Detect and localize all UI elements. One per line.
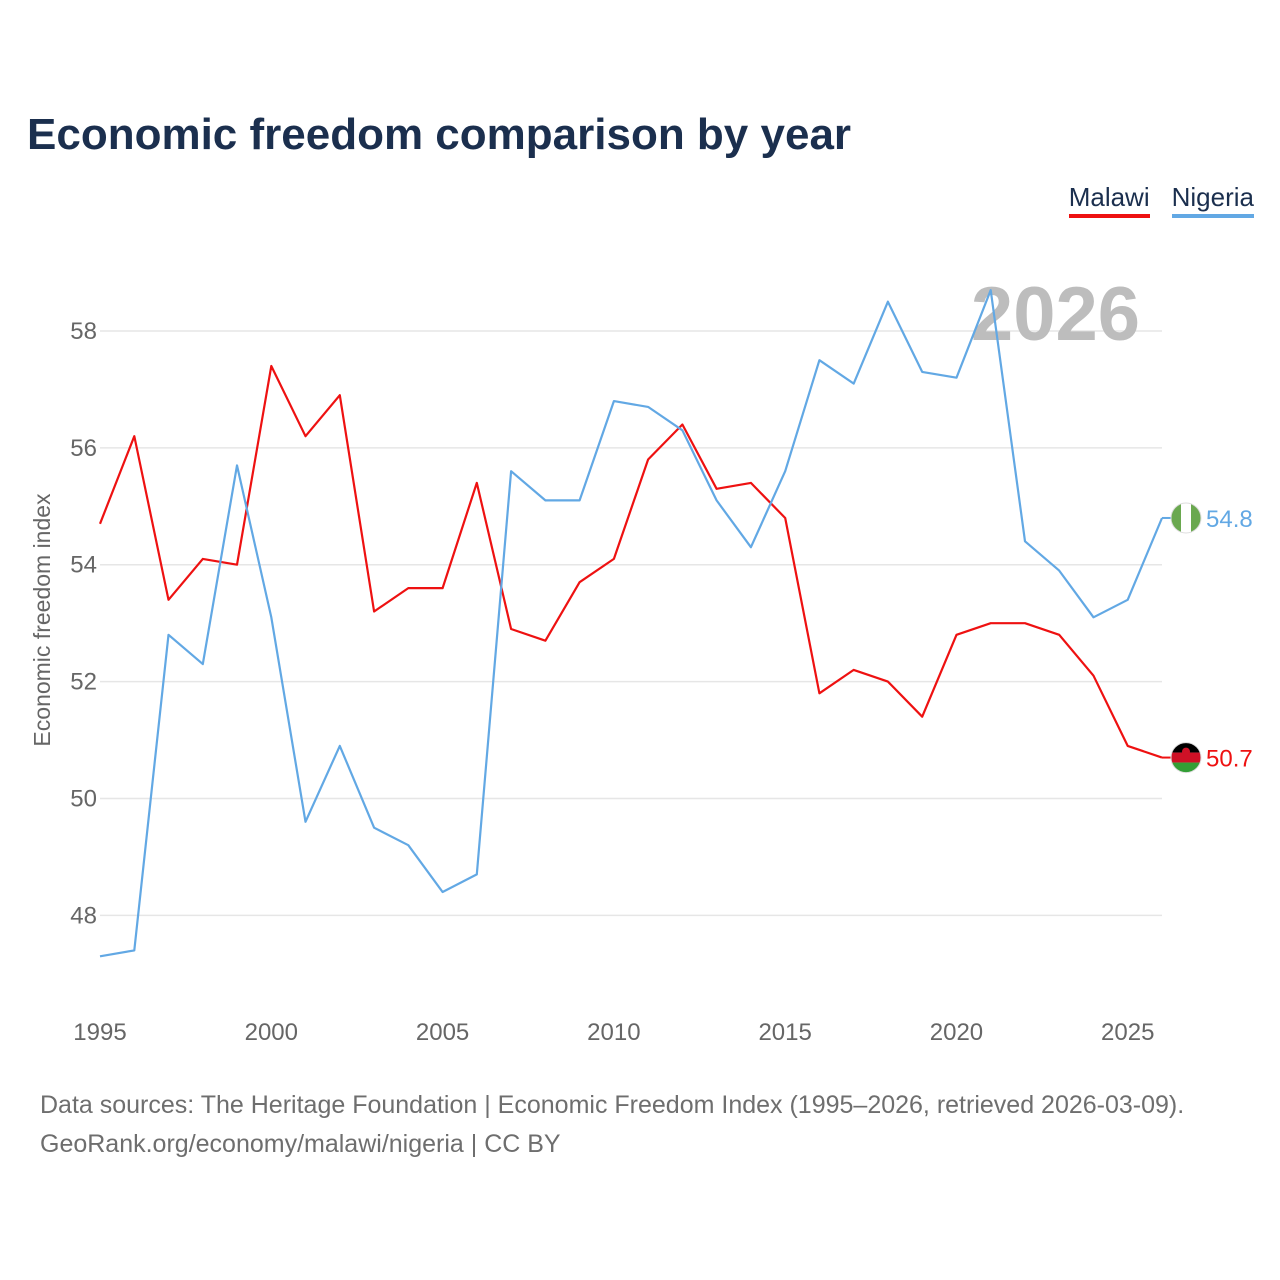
page-title: Economic freedom comparison by year bbox=[27, 110, 852, 159]
malawi-flag-icon bbox=[1170, 742, 1202, 774]
x-tick-label: 2010 bbox=[587, 1019, 640, 1046]
end-markers: 50.7 54.8 bbox=[1162, 502, 1253, 774]
y-tick-label: 50 bbox=[70, 785, 97, 812]
x-tick-label: 2005 bbox=[416, 1019, 469, 1046]
y-tick-label: 52 bbox=[70, 669, 97, 696]
x-tick-label: 2025 bbox=[1101, 1019, 1154, 1046]
axis-ticks: 48 50 52 54 56 58 1995 2000 2005 2010 2015 2020 2025 bbox=[70, 318, 1154, 1046]
grid bbox=[100, 330, 1162, 917]
x-tick-label: 2020 bbox=[930, 1019, 983, 1046]
source-note: Data sources: The Heritage Foundation | … bbox=[40, 1086, 1184, 1164]
x-tick-label: 2015 bbox=[758, 1019, 811, 1046]
end-value-label-nigeria: 54.8 bbox=[1206, 506, 1253, 533]
year-watermark: 2026 bbox=[971, 272, 1140, 357]
x-tick-label: 1995 bbox=[73, 1019, 126, 1046]
x-tick-label: 2000 bbox=[245, 1019, 298, 1046]
source-line-1: Data sources: The Heritage Foundation | … bbox=[40, 1091, 1185, 1119]
legend: Malawi Nigeria bbox=[1068, 182, 1254, 218]
line-chart: 2026 48 50 52 54 56 58 1995 2000 2005 2010 2015 202… bbox=[29, 272, 1253, 1046]
series-line-nigeria bbox=[99, 289, 1164, 958]
legend-item-malawi[interactable]: Malawi bbox=[1068, 182, 1150, 218]
series-line-malawi bbox=[98, 364, 1163, 759]
y-tick-label: 56 bbox=[70, 435, 97, 462]
end-value-label-malawi: 50.7 bbox=[1206, 746, 1253, 773]
nigeria-flag-icon bbox=[1170, 502, 1202, 534]
source-line-2: GeoRank.org/economy/malawi/nigeria | CC … bbox=[40, 1130, 561, 1158]
y-tick-label: 48 bbox=[70, 902, 97, 929]
y-tick-label: 58 bbox=[70, 318, 97, 345]
y-tick-label: 54 bbox=[70, 552, 97, 579]
legend-item-nigeria[interactable]: Nigeria bbox=[1171, 182, 1254, 218]
series bbox=[98, 289, 1164, 958]
y-axis-title: Economic freedom index bbox=[29, 493, 55, 747]
